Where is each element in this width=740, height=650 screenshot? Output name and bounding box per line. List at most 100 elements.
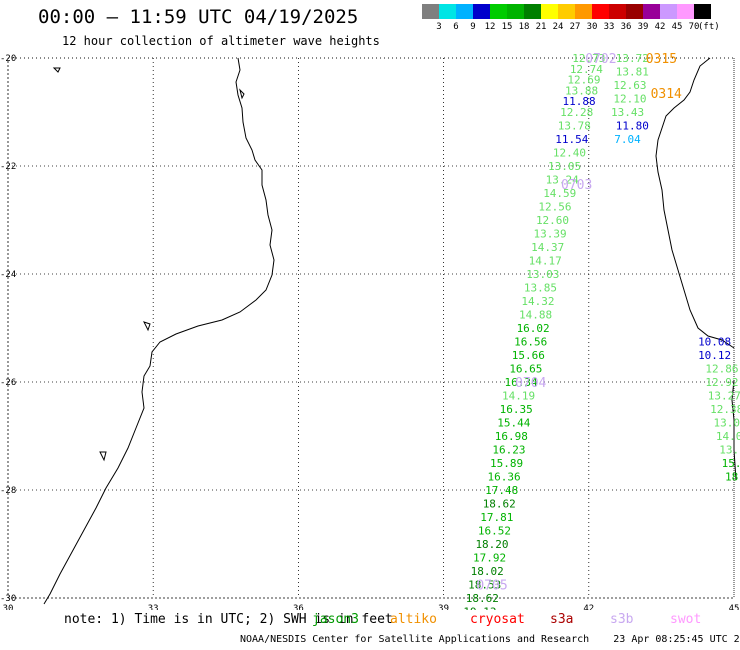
wave-height-value: 16.56 xyxy=(514,336,547,349)
legend-label: 18 xyxy=(518,22,530,32)
legend-label: 36 xyxy=(620,22,632,32)
wave-height-value: 17.48 xyxy=(485,484,518,497)
pass-label: 0703 xyxy=(561,178,592,193)
legend-label: 15 xyxy=(501,22,513,32)
legend-swatch xyxy=(439,4,456,19)
legend-swatch xyxy=(592,4,609,19)
wave-height-value: 18.62 xyxy=(483,498,516,511)
bazaruto-island xyxy=(239,88,245,100)
africa-coastline xyxy=(43,57,275,605)
legend-swatch xyxy=(541,4,558,19)
wave-height-value: 12.86 xyxy=(705,363,738,376)
wave-height-value: 12.73 xyxy=(572,52,605,65)
wave-height-value: 13.85 xyxy=(524,282,557,295)
wave-height-value: 16.36 xyxy=(488,471,521,484)
y-tick-label: -30 xyxy=(0,594,16,604)
legend-swatch xyxy=(490,4,507,19)
wave-height-value: 12.60 xyxy=(536,214,569,227)
wave-height-value: 12.56 xyxy=(538,201,571,214)
wave-height-value: 13.81 xyxy=(616,66,649,79)
footnote: note: 1) Time is in UTC; 2) SWH is in fe… xyxy=(64,612,393,627)
x-tick-label: 42 xyxy=(583,604,594,610)
y-tick-label: -22 xyxy=(0,162,16,172)
page-title: 00:00 — 11:59 UTC 04/19/2025 xyxy=(38,6,359,28)
legend-label: 30 xyxy=(586,22,598,32)
x-tick-label: 30 xyxy=(3,604,14,610)
x-tick-labels: 30 33 36 39 42 45 xyxy=(3,604,740,610)
wave-height-value: 16.02 xyxy=(517,322,550,335)
legend-label: 33 xyxy=(603,22,615,32)
wave-height-value: 13.27 xyxy=(708,390,740,403)
wave-height-value: 18.62 xyxy=(466,592,499,605)
wave-height-value: 11.88 xyxy=(563,95,596,108)
y-tick-label: -24 xyxy=(0,270,16,280)
wave-height-value: 17.81 xyxy=(480,511,513,524)
pass-label: 0705 xyxy=(476,579,507,594)
wave-height-value: 14.32 xyxy=(521,295,554,308)
wave-height-value: 17.92 xyxy=(473,552,506,565)
wave-height-value: 13. xyxy=(719,444,739,457)
legend-label: 21 xyxy=(535,22,547,32)
wave-height-value: 11.54 xyxy=(555,133,588,146)
wave-height-value: 12.40 xyxy=(553,147,586,160)
wave-height-value: 18.53 xyxy=(468,579,501,592)
lake-feature xyxy=(52,67,61,73)
map-frame xyxy=(7,57,735,599)
wave-height-value: 12.63 xyxy=(613,79,646,92)
coastline xyxy=(43,57,737,605)
legend-swatch xyxy=(558,4,575,19)
pass-label: 0314 xyxy=(651,87,682,102)
wave-height-value: 15. xyxy=(722,457,740,470)
wave-height-value: 10.08 xyxy=(698,336,731,349)
wave-height-value: 12.10 xyxy=(613,93,646,106)
wave-height-value: 13.72 xyxy=(616,52,649,65)
legend-swatch xyxy=(643,4,660,19)
legend-unit: (ft) xyxy=(698,22,720,32)
legend-swatch xyxy=(609,4,626,19)
legend-label: 27 xyxy=(569,22,581,32)
wave-height-value: 16.23 xyxy=(492,444,525,457)
legend-swatch xyxy=(473,4,490,19)
satellite-name: cryosat xyxy=(470,612,525,627)
legend-label: 12 xyxy=(484,22,496,32)
legend-swatch xyxy=(507,4,524,19)
x-tick-label: 45 xyxy=(729,604,740,610)
pass-label: 0704 xyxy=(515,376,546,391)
legend-label: 9 xyxy=(470,22,476,32)
wave-height-value: 10.12 xyxy=(698,349,731,362)
wave-height-value: 11.80 xyxy=(616,120,649,133)
wave-height-value: 16.98 xyxy=(495,430,528,443)
wave-height-value: 14.17 xyxy=(529,255,562,268)
legend-label: 70 xyxy=(688,22,700,32)
wave-height-value: 18.02 xyxy=(471,565,504,578)
x-tick-label: 36 xyxy=(293,604,304,610)
wave-height-value: 13.24 xyxy=(546,174,579,187)
legend-swatch xyxy=(456,4,473,19)
wave-height-readings: 12.7312.7412.6913.8811.8812.2813.7811.54… xyxy=(463,52,740,610)
wave-height-value: 13.43 xyxy=(611,106,644,119)
wave-height-value: 18.20 xyxy=(475,538,508,551)
dam-feature xyxy=(99,451,107,462)
wave-height-value: 13.78 xyxy=(558,120,591,133)
legend-label: 3 xyxy=(436,22,442,32)
legend-swatch xyxy=(694,4,711,19)
legend-label: 24 xyxy=(552,22,564,32)
wave-height-map: 12.7312.7412.6913.8811.8812.2813.7811.54… xyxy=(0,52,740,610)
wave-height-value: 12.69 xyxy=(567,74,600,87)
wave-height-value: 13.03 xyxy=(526,268,559,281)
y-tick-label: -20 xyxy=(0,54,16,64)
pass-labels: 0702 0703 0704 0705 0315 0314 xyxy=(476,52,682,594)
wave-height-value: 14.19 xyxy=(502,390,535,403)
wave-height-value: 16.52 xyxy=(478,525,511,538)
satellite-name: s3a xyxy=(550,612,574,627)
satellite-name: swot xyxy=(670,612,702,627)
satellite-name: jason3 xyxy=(312,612,359,627)
wave-height-value: 12.28 xyxy=(560,106,593,119)
credit-line: NOAA/NESDIS Center for Satellite Applica… xyxy=(240,634,740,645)
inhaca-island xyxy=(143,321,151,332)
legend-label: 39 xyxy=(637,22,649,32)
wave-height-value: 15.66 xyxy=(512,349,545,362)
legend-swatch xyxy=(575,4,592,19)
wave-height-value: 16.35 xyxy=(500,403,533,416)
